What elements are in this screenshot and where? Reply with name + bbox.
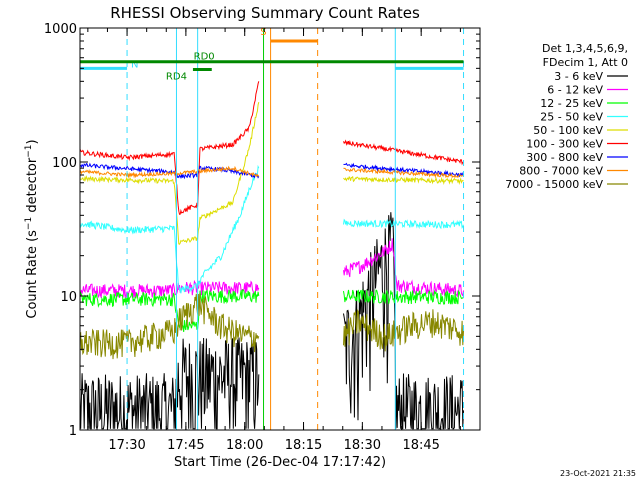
series-2 [79, 288, 464, 333]
series-5-segment-1 [343, 139, 464, 166]
flag-label-0: N [131, 59, 138, 70]
legend-label-2: 12 - 25 keV [540, 97, 603, 110]
series-1-segment-1 [343, 238, 464, 297]
legend-label-6: 300 - 800 keV [526, 151, 603, 164]
x-axis-label: Start Time (26-Dec-04 17:17:42) [174, 455, 386, 470]
series-8 [79, 293, 464, 360]
y-label-end: ) [25, 139, 40, 144]
series-7 [79, 165, 464, 179]
y-label-mid: detector [25, 157, 40, 217]
y-tick-label-1: 10 [60, 290, 77, 305]
series-3 [79, 164, 464, 294]
series-3-segment-1 [343, 218, 464, 230]
legend-label-4: 50 - 100 keV [533, 124, 603, 137]
series-0-segment-0 [79, 337, 260, 431]
plot-frame [79, 27, 481, 431]
series-8-segment-0 [79, 293, 260, 360]
y-label-sup1: −1 [24, 217, 34, 230]
series-2-segment-0 [79, 288, 260, 333]
y-label-sup2: −1 [24, 144, 34, 157]
flag-label-2: RD4 [166, 72, 187, 83]
series-0 [79, 212, 464, 431]
chart-title: RHESSI Observing Summary Count Rates [110, 4, 420, 22]
series-0-segment-1 [343, 212, 464, 430]
x-tick-label-5: 18:45 [402, 438, 439, 453]
legend-label-1: 6 - 12 keV [547, 84, 603, 97]
x-tick-label-1: 17:45 [167, 438, 204, 453]
series-6-segment-0 [80, 162, 260, 180]
legend: Det 1,3,4,5,6,9,FDecim 1, Att 03 - 6 keV… [505, 42, 628, 191]
legend-label-5: 100 - 300 keV [526, 138, 603, 151]
y-axis-label: Count Rate (s−1 detector−1) [24, 139, 40, 318]
x-tick-label-2: 18:00 [226, 438, 263, 453]
series-8-segment-1 [343, 308, 464, 352]
series-2-segment-1 [343, 288, 464, 305]
flag-label-1: RD0 [194, 52, 215, 63]
series-layer [79, 81, 464, 431]
axes-layer: 17:30 17:45 18:00 18:15 18:30 18:45 1 10 100 1000 [44, 22, 481, 453]
series-7-segment-1 [343, 167, 464, 179]
x-tick-label-4: 18:30 [344, 438, 381, 453]
legend-label-7: 800 - 7000 keV [519, 165, 603, 178]
y-tick-label-2: 100 [52, 156, 77, 171]
series-4-segment-1 [343, 175, 464, 186]
legend-header-0: Det 1,3,4,5,6,9, [542, 42, 628, 55]
series-5-segment-0 [79, 81, 260, 215]
series-1 [79, 238, 464, 299]
legend-label-0: 3 - 6 keV [554, 70, 603, 83]
x-tick-label-0: 17:30 [108, 438, 145, 453]
legend-header-1: FDecim 1, Att 0 [543, 56, 628, 69]
series-5 [79, 81, 464, 215]
flag-label-3: S [260, 27, 266, 38]
series-7-segment-0 [79, 165, 260, 179]
y-tick-label-0: 1 [69, 424, 77, 439]
y-tick-label-3: 1000 [44, 22, 77, 37]
y-label-main: Count Rate (s [25, 230, 40, 319]
timestamp-label: 23-Oct-2021 21:35 [560, 469, 636, 478]
legend-label-3: 25 - 50 keV [540, 111, 603, 124]
series-1-segment-0 [79, 279, 260, 299]
series-4-segment-0 [79, 101, 260, 245]
legend-label-8: 7000 - 15000 keV [505, 178, 603, 191]
x-tick-label-3: 18:15 [285, 438, 322, 453]
markers-layer: N RD0 RD4 S [80, 27, 465, 430]
series-3-segment-0 [79, 164, 260, 294]
series-4 [79, 101, 464, 245]
